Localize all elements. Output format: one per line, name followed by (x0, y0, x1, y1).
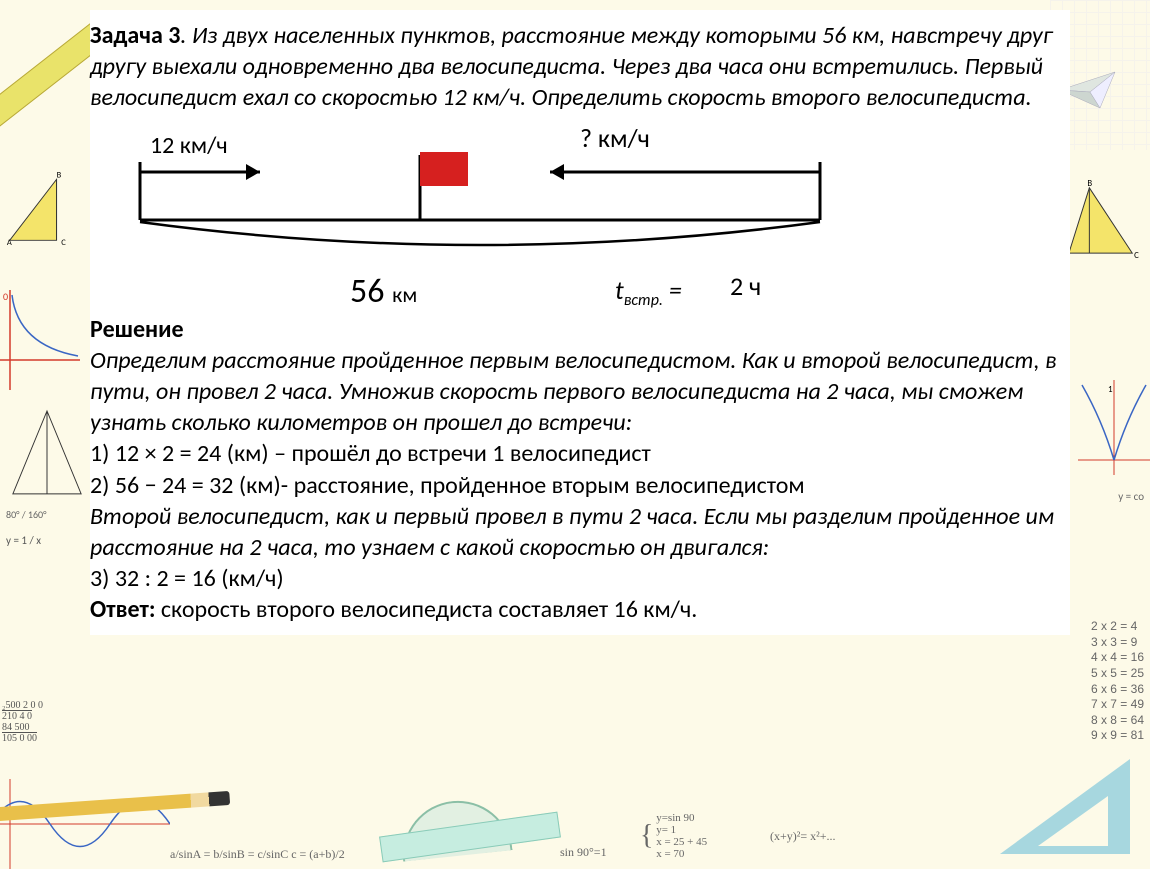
distance-unit: км (392, 281, 417, 308)
binomial-decor: (x+y)²= x²+... (770, 829, 836, 844)
diagram-svg (120, 150, 840, 270)
triangle-diagram-icon: A B C (5, 170, 80, 245)
time-value: 2 ч (730, 270, 761, 304)
svg-text:C: C (61, 238, 66, 245)
main-content: Задача 3. Из двух населенных пунктов, ра… (90, 10, 1070, 635)
solution-step-3: 3) 32 : 2 = 16 (км/ч) (90, 563, 1060, 594)
triangle-diagram-right-icon: ABC (1064, 180, 1142, 258)
solution-step-2: 2) 56 − 24 = 32 (км)- расстояние, пройде… (90, 470, 1060, 501)
solution-intro: Определим расстояние пройденное первым в… (90, 345, 1060, 439)
svg-text:1: 1 (1108, 384, 1113, 395)
motion-diagram: 12 км/ч ? км/ч 56 км tвстр. = (90, 122, 1060, 312)
time-symbol: tвстр. = (615, 274, 682, 312)
solution-heading: Решение (90, 314, 1060, 345)
svg-text:0: 0 (3, 290, 8, 303)
svg-text:A: A (7, 238, 12, 245)
problem-title: Задача 3 (90, 21, 180, 50)
angle-label: 80° / 160° (6, 508, 47, 521)
brace-equations-decor: { y=sin 90 y= 1 x = 25 + 45 x = 70 (640, 812, 707, 860)
problem-body: . Из двух населенных пунктов, расстояние… (90, 21, 1053, 112)
answer-label: Ответ: (90, 595, 155, 624)
svg-text:C: C (1134, 251, 1139, 258)
svg-text:B: B (57, 171, 62, 181)
y-cos-label: y = co (1118, 490, 1144, 503)
triangle-angles-icon (8, 400, 86, 500)
formula-sin90-decor: sin 90°=1 (560, 845, 607, 860)
answer-text: скорость второго велосипедиста составляе… (155, 595, 697, 624)
equation-label: y = 1 / x (6, 534, 41, 547)
set-square-hole (1038, 796, 1108, 846)
solution-para-2: Второй велосипедист, как и первый провел… (90, 501, 1060, 563)
multiplication-table-decor: 2 x 2 = 4 3 x 3 = 9 4 x 4 = 16 5 x 5 = 2… (1091, 619, 1144, 744)
graph-parabola-icon: 1 (1078, 380, 1150, 475)
distance-value: 56 (350, 271, 384, 312)
answer-line: Ответ: скорость второго велосипедиста со… (90, 594, 1060, 625)
formula-sines-decor: a/sinA = b/sinB = c/sinC c = (a+b)/2 (170, 847, 345, 862)
distance-label: 56 км (350, 270, 417, 314)
solution-body: Определим расстояние пройденное первым в… (90, 345, 1060, 626)
graph-hyperbola-icon: 0 (0, 290, 80, 390)
sine-graph-icon (0, 779, 170, 869)
svg-text:B: B (1087, 180, 1092, 189)
problem-statement: Задача 3. Из двух населенных пунктов, ра… (90, 20, 1060, 114)
solution-step-1: 1) 12 × 2 = 24 (км) – прошёл до встречи … (90, 438, 1060, 469)
long-division-decor: ₂500 2 0 0 210 4 0 84 500 105 0 00 (2, 700, 43, 744)
